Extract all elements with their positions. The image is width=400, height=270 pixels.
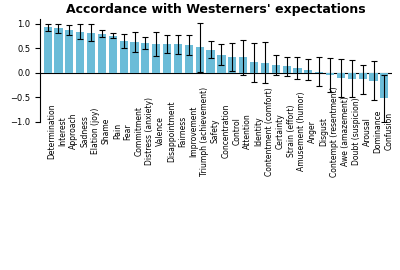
Bar: [239, 58, 247, 73]
Bar: [294, 68, 302, 73]
Bar: [348, 73, 356, 79]
Bar: [120, 41, 128, 73]
Bar: [206, 50, 215, 73]
Bar: [76, 32, 84, 73]
Bar: [87, 33, 95, 73]
Bar: [261, 63, 269, 73]
Bar: [130, 42, 138, 73]
Bar: [370, 73, 378, 81]
Bar: [65, 30, 74, 73]
Bar: [304, 70, 312, 73]
Bar: [163, 44, 171, 73]
Bar: [217, 55, 226, 73]
Bar: [185, 45, 193, 73]
Bar: [141, 43, 150, 73]
Bar: [250, 62, 258, 73]
Bar: [54, 28, 62, 73]
Bar: [358, 73, 367, 79]
Bar: [380, 73, 388, 98]
Bar: [228, 57, 236, 73]
Bar: [282, 66, 291, 73]
Bar: [109, 36, 117, 73]
Bar: [44, 27, 52, 73]
Bar: [174, 44, 182, 73]
Bar: [152, 44, 160, 73]
Title: Accordance with Westerners' expectations: Accordance with Westerners' expectations: [66, 3, 366, 16]
Bar: [326, 73, 334, 75]
Bar: [196, 47, 204, 73]
Bar: [272, 65, 280, 73]
Bar: [98, 33, 106, 73]
Bar: [315, 72, 323, 73]
Bar: [337, 73, 345, 78]
